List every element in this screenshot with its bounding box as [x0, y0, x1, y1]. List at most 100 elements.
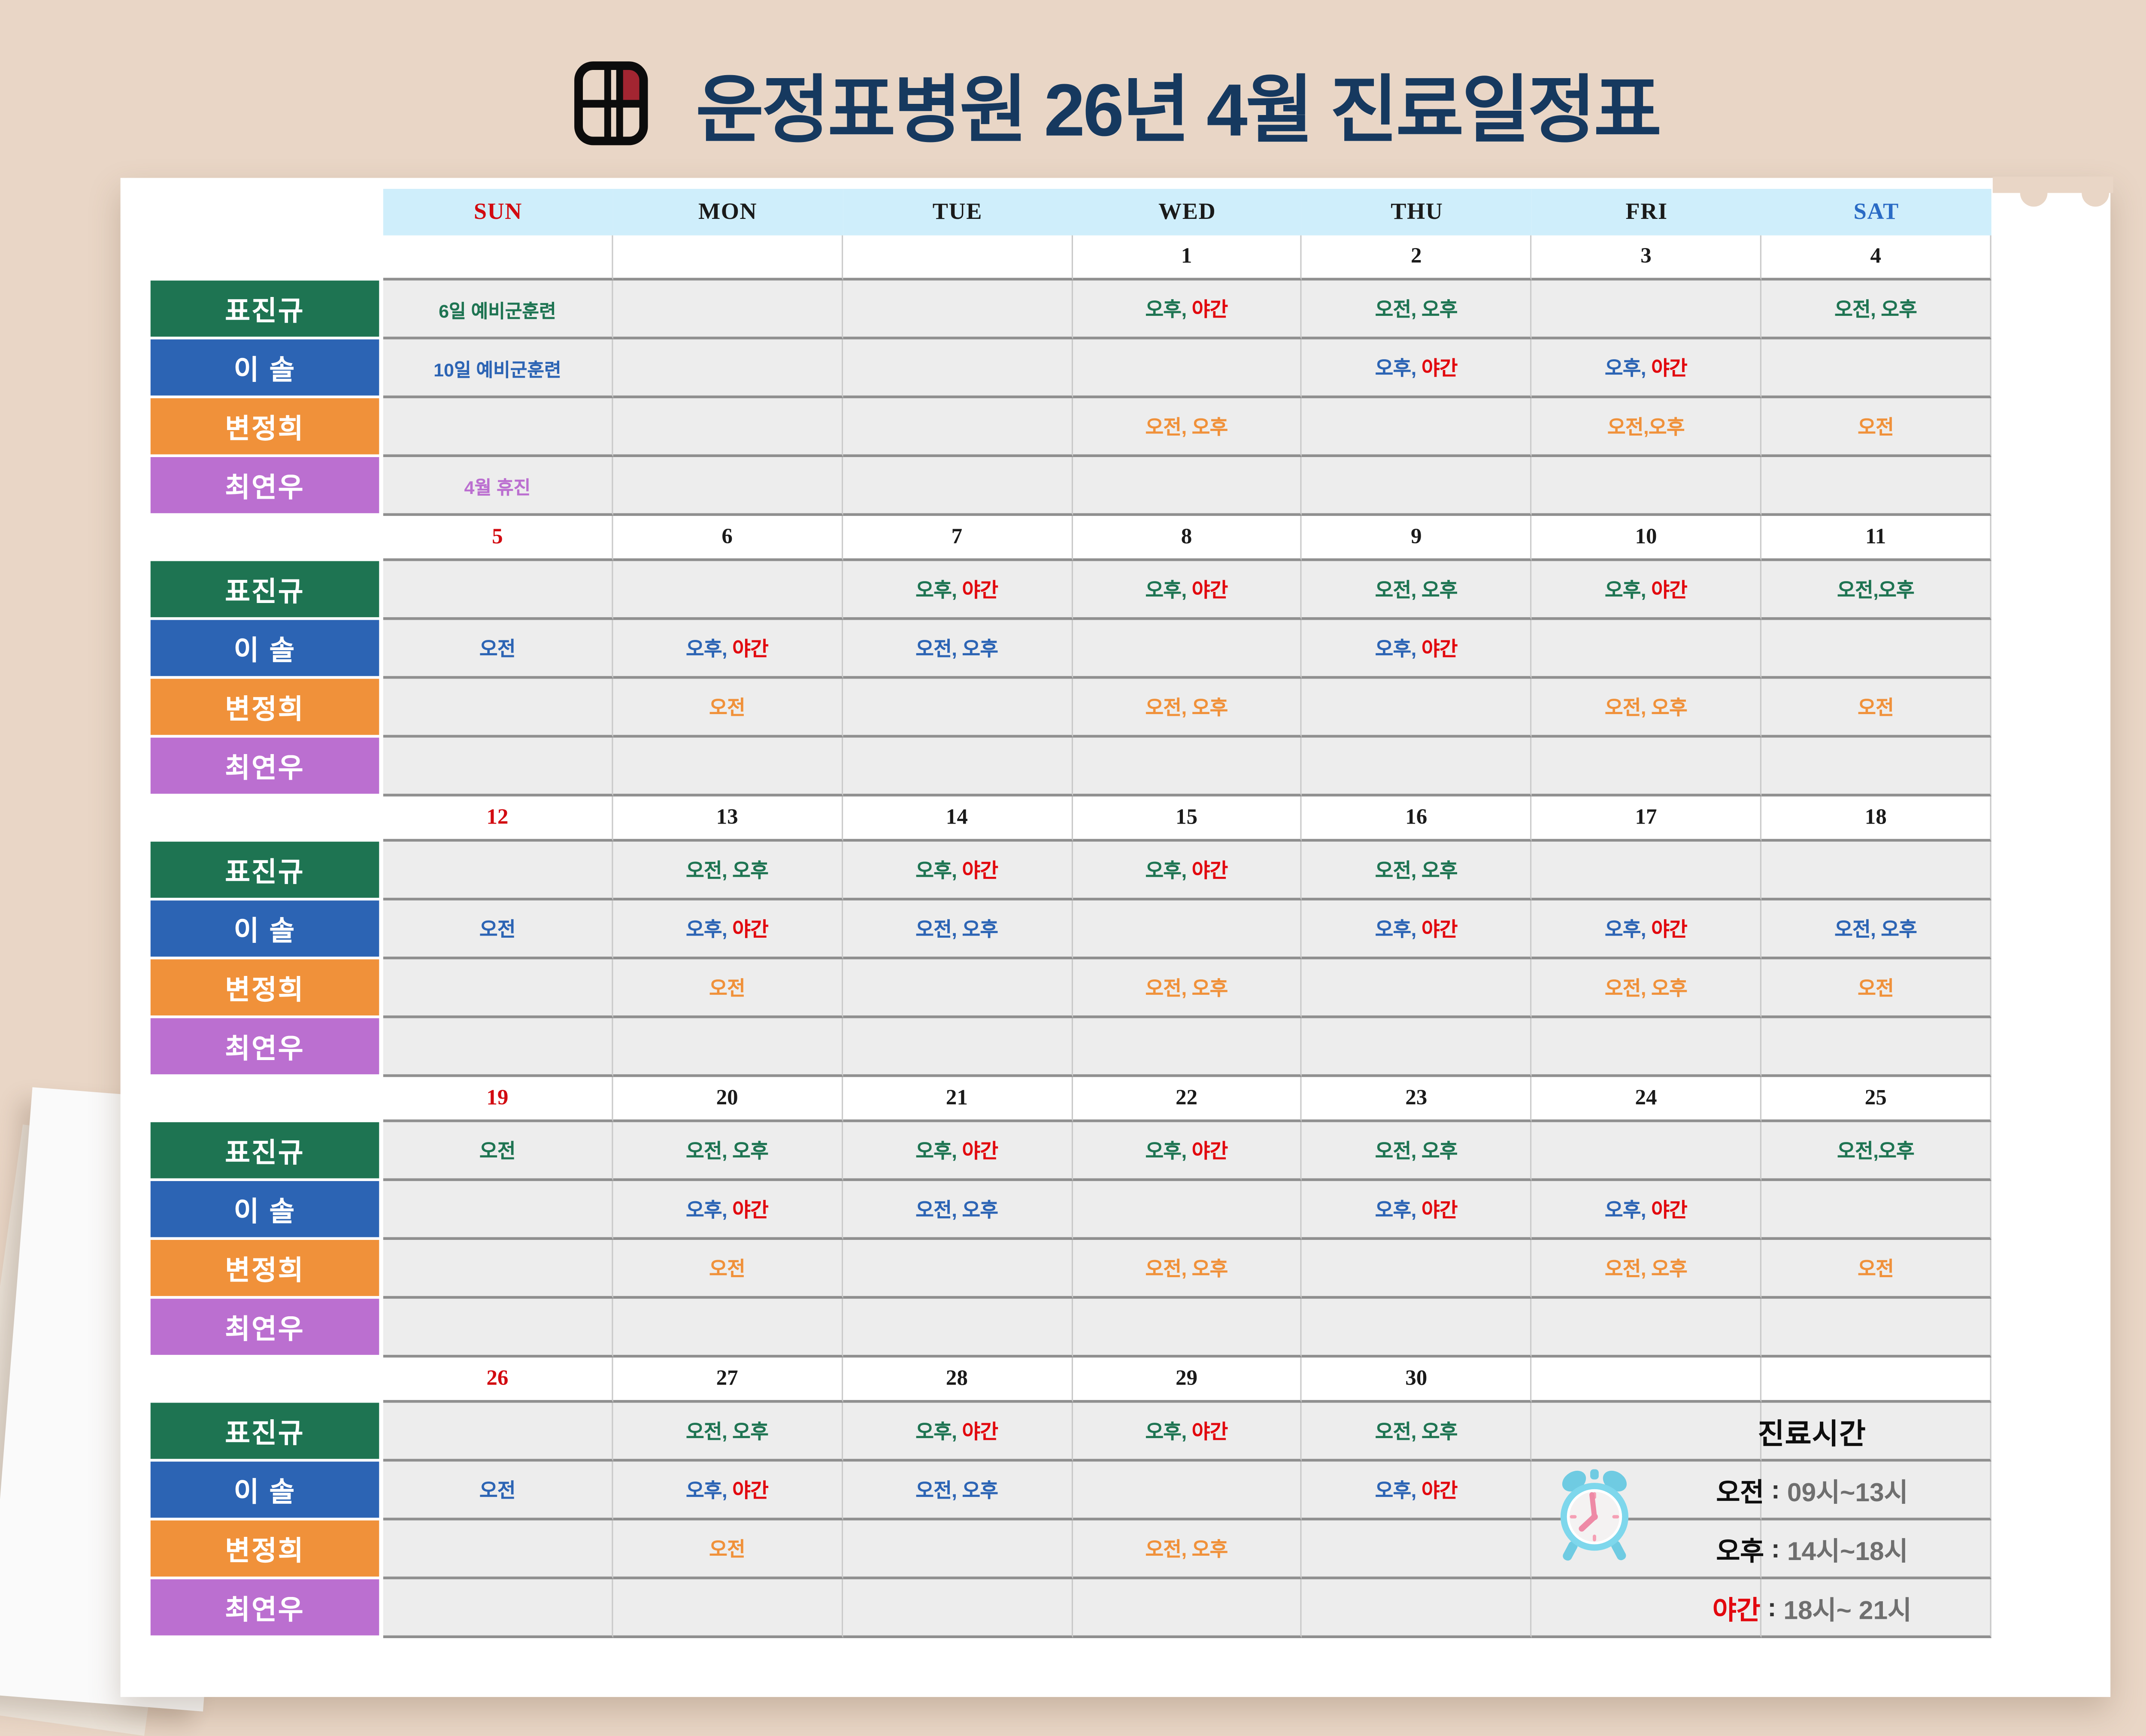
schedule-entry: 오전: [479, 1136, 515, 1165]
schedule-entry: 오후, 야간: [1375, 1475, 1458, 1504]
date-cell: 29: [1072, 1357, 1302, 1403]
weekday-header-cell: SUN: [383, 189, 613, 236]
doctor-name: 이 솔: [233, 636, 296, 667]
weekday-header-cell: MON: [613, 189, 843, 236]
doctor-label-fill: 변정희: [150, 1240, 379, 1296]
alarm-clock-icon: [1560, 1469, 1629, 1561]
shift-text: 오후,: [686, 639, 733, 661]
schedule-cell: [613, 1299, 843, 1358]
date-cell: 27: [613, 1357, 843, 1403]
date-number: 14: [946, 805, 968, 829]
schedule-cell: [843, 737, 1073, 797]
schedule-cell: [1761, 1018, 1991, 1077]
weekday-header-cell: FRI: [1531, 189, 1762, 236]
schedule-entry: 오전, 오후: [1834, 914, 1917, 943]
schedule-cell: 6일 예비군훈련: [383, 280, 613, 339]
date-number: 6: [721, 524, 733, 548]
shift-text: 오후,: [1604, 919, 1652, 942]
schedule-entry: 오후, 야간: [1375, 1195, 1458, 1224]
schedule-cell: [613, 457, 843, 516]
night-shift-text: 야간: [1651, 919, 1687, 942]
schedule-cell: 오후, 야간: [1302, 620, 1532, 679]
night-shift-text: 야간: [962, 860, 998, 883]
date-cell: 21: [843, 1077, 1073, 1122]
legend-item: 야간 : 18시~ 21시: [1637, 1579, 1987, 1638]
schedule-cell: 오후, 야간: [1072, 561, 1302, 620]
date-cell: 30: [1302, 1357, 1532, 1403]
doctor-label: 변정희: [150, 959, 383, 1018]
doctor-label-fill: 최연우: [150, 1018, 379, 1075]
night-shift-text: 야간: [1651, 358, 1687, 381]
legend-items: 오전 : 09시~13시 오후 : 14시~18시 야간 : 18시~ 21시: [1637, 1462, 1987, 1638]
shift-text: 오전, 오후: [1375, 860, 1458, 883]
schedule-entry: 오전: [1858, 412, 1894, 441]
doctor-label-fill: 이 솔: [150, 339, 379, 396]
date-cell: 17: [1531, 796, 1762, 842]
schedule-entry: 오전, 오후: [1146, 973, 1228, 1002]
shift-text: 오전, 오후: [686, 860, 769, 883]
date-cell: 14: [843, 796, 1073, 842]
weekday-label: SUN: [473, 198, 523, 224]
schedule-cell: 오전: [1761, 398, 1991, 457]
date-number: 21: [946, 1086, 968, 1109]
schedule-entry: 오후, 야간: [1146, 575, 1228, 603]
doctor-label: 표진규: [150, 561, 383, 620]
schedule-cell: 오후, 야간: [1302, 1461, 1532, 1521]
shift-text: 오전, 오후: [686, 1141, 769, 1163]
schedule-entry: 오전: [709, 1254, 745, 1282]
date-number: 3: [1640, 244, 1652, 268]
schedule-cell: 오전, 오후: [843, 620, 1073, 679]
shift-text: 오전: [479, 919, 515, 942]
shift-text: 오전,오후: [1837, 1141, 1915, 1163]
doctor-label-fill: 표진규: [150, 1403, 379, 1459]
weekday-label: FRI: [1625, 198, 1668, 224]
schedule-cell: [843, 1579, 1073, 1638]
night-shift-text: 야간: [1191, 860, 1228, 883]
schedule-cell: [1302, 1018, 1532, 1077]
schedule-entry: 오전: [709, 973, 745, 1002]
schedule-entry: 오전: [479, 914, 515, 943]
schedule-cell: [1072, 1299, 1302, 1358]
date-cell: 16: [1302, 796, 1532, 842]
schedule-cell: [1531, 457, 1762, 516]
schedule-cell: 오전, 오후: [843, 900, 1073, 960]
header-spacer: [151, 189, 383, 235]
night-shift-text: 야간: [962, 580, 998, 603]
date-cell: 18: [1761, 796, 1991, 842]
schedule-cell: 오전: [613, 1520, 843, 1579]
schedule-entry: 오후, 야간: [915, 1416, 998, 1445]
schedule-cell: [843, 959, 1073, 1018]
shift-text: 오전, 오후: [1145, 1539, 1228, 1562]
doctor-label: 표진규: [150, 1403, 383, 1462]
schedule-entry: 오후, 야간: [686, 1195, 769, 1224]
schedule-cell: [1761, 339, 1991, 398]
legend-item-label: 오전: [1716, 1479, 1764, 1509]
schedule-cell: [1302, 679, 1532, 738]
schedule-cell: [613, 280, 843, 339]
schedule-cell: 오전, 오후: [843, 1181, 1073, 1240]
schedule-entry: 오전,오후: [1607, 412, 1685, 441]
shift-text: 오전,오후: [1837, 580, 1915, 603]
schedule-cell: 10일 예비군훈련: [383, 339, 613, 398]
schedule-cell: [613, 339, 843, 398]
date-number: 5: [492, 524, 503, 548]
doctor-label-fill: 최연우: [150, 457, 379, 513]
date-number: 26: [486, 1366, 509, 1390]
date-cell: 12: [383, 796, 613, 842]
schedule-entry: 오전: [479, 633, 515, 662]
schedule-cell: 오전, 오후: [843, 1461, 1073, 1521]
doctor-label-fill: 이 솔: [150, 900, 379, 957]
schedule-cell: [1072, 620, 1302, 679]
date-number: 1: [1181, 244, 1192, 268]
date-number: 28: [946, 1366, 968, 1390]
doctor-label-fill: 최연우: [150, 1579, 379, 1636]
doctor-name: 최연우: [225, 1315, 305, 1345]
shift-text: 오후,: [1145, 580, 1192, 603]
shift-text: 오전, 오후: [1375, 1141, 1458, 1163]
schedule-cell: [1761, 737, 1991, 797]
schedule-cell: 오전, 오후: [1302, 1122, 1532, 1181]
date-cell: [1531, 1357, 1762, 1403]
schedule-entry: 오전, 오후: [915, 1195, 998, 1224]
doctor-label-fill: 표진규: [150, 561, 379, 618]
night-shift-text: 야간: [1421, 1200, 1458, 1222]
